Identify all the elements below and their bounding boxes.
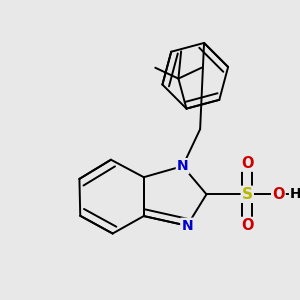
Text: S: S [242, 187, 253, 202]
Text: N: N [177, 159, 188, 173]
Text: N: N [181, 219, 193, 233]
Text: H: H [290, 187, 300, 201]
Text: O: O [241, 156, 253, 171]
Text: O: O [272, 187, 285, 202]
Text: O: O [241, 218, 253, 233]
